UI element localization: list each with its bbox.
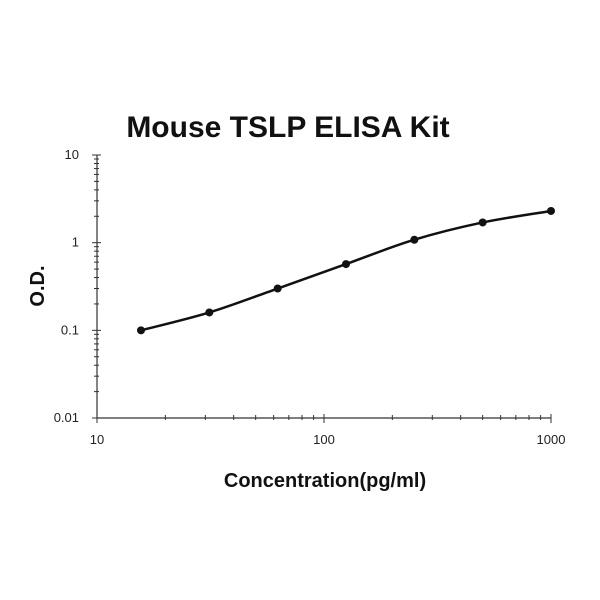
y-axis-label: O.D. bbox=[27, 265, 49, 306]
y-tick-label: 0.1 bbox=[61, 322, 79, 337]
x-tick-label: 100 bbox=[313, 432, 335, 447]
plot-area: 0.01 0.1 1 10 10 100 1000 bbox=[54, 147, 566, 447]
y-tick-label: 0.01 bbox=[54, 410, 79, 425]
x-tick-label: 10 bbox=[90, 432, 104, 447]
data-point bbox=[341, 260, 350, 269]
x-tick-label: 1000 bbox=[537, 432, 566, 447]
x-axis-label: Concentration(pg/ml) bbox=[224, 470, 426, 492]
data-point bbox=[273, 284, 282, 293]
data-point bbox=[478, 218, 487, 227]
data-point bbox=[547, 206, 555, 215]
y-tick-label: 1 bbox=[72, 235, 79, 250]
data-point bbox=[410, 235, 419, 244]
data-point bbox=[136, 326, 145, 335]
chart-title: Mouse TSLP ELISA Kit bbox=[126, 111, 449, 144]
y-tick-label: 10 bbox=[65, 147, 79, 162]
fit-curve bbox=[140, 209, 552, 332]
data-point bbox=[205, 308, 214, 317]
